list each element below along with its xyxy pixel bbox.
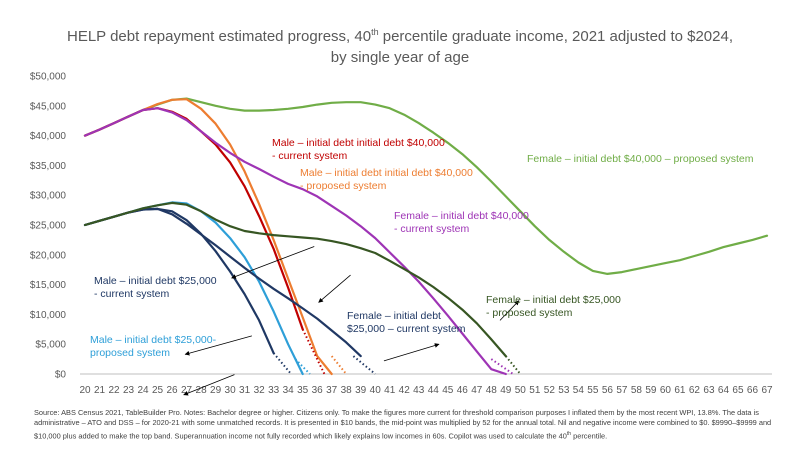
x-tick-label: 36 — [312, 385, 324, 396]
series-label-3: - current system — [272, 150, 348, 162]
x-tick-label: 49 — [500, 385, 512, 396]
x-tick-label: 67 — [761, 385, 773, 396]
x-tick-label: 30 — [225, 385, 237, 396]
x-tick-label: 66 — [747, 385, 759, 396]
annotation-arrow-2 — [318, 274, 351, 303]
annotation-arrow-4 — [183, 374, 235, 396]
annotation-arrow-5 — [383, 343, 440, 362]
series-dotted-2 — [330, 355, 347, 375]
x-tick-label: 24 — [137, 385, 149, 396]
y-tick-label: $0 — [55, 370, 67, 381]
x-tick-label: 50 — [515, 385, 527, 396]
series-dotted-4 — [490, 358, 514, 375]
series-label-8: Female – initial debt $25,000 — [486, 294, 621, 306]
series-label-7: Female – initial debt — [347, 310, 441, 322]
x-tick-label: 25 — [152, 385, 164, 396]
x-tick-label: 28 — [196, 385, 208, 396]
x-tick-label: 22 — [108, 385, 120, 396]
x-tick-label: 54 — [573, 385, 585, 396]
x-tick-label: 21 — [94, 385, 106, 396]
x-tick-label: 48 — [486, 385, 498, 396]
series-dotted-7 — [352, 355, 376, 375]
x-tick-label: 62 — [689, 385, 701, 396]
x-tick-label: 27 — [181, 385, 193, 396]
y-tick-label: $40,000 — [30, 131, 67, 142]
series-label-2: Male – initial debt initial debt $40,000 — [300, 167, 473, 179]
x-tick-label: 60 — [660, 385, 672, 396]
x-tick-label: 51 — [529, 385, 541, 396]
x-tick-label: 53 — [558, 385, 570, 396]
x-tick-label: 34 — [283, 385, 295, 396]
x-tick-label: 33 — [268, 385, 280, 396]
series-label-6: - current system — [94, 288, 170, 300]
series-label-5: proposed system — [90, 347, 170, 359]
x-tick-label: 42 — [399, 385, 411, 396]
x-tick-label: 55 — [587, 385, 599, 396]
x-tick-label: 61 — [674, 385, 686, 396]
series-label-4: Female – initial debt $40,000 — [394, 210, 529, 222]
y-tick-label: $50,000 — [30, 72, 67, 83]
x-tick-label: 38 — [341, 385, 353, 396]
x-tick-label: 26 — [167, 385, 179, 396]
x-tick-label: 47 — [471, 385, 483, 396]
annotation-arrow-6 — [499, 300, 520, 321]
series-label-2: - proposed system — [300, 180, 387, 192]
y-tick-label: $10,000 — [30, 310, 67, 321]
series-label-1: Female – initial debt $40,000 – proposed… — [527, 153, 754, 165]
chart-title: HELP debt repayment estimated progress, … — [67, 27, 733, 66]
y-tick-label: $5,000 — [35, 340, 66, 351]
x-tick-label: 32 — [254, 385, 266, 396]
x-tick-label: 31 — [239, 385, 251, 396]
annotation-arrow-3 — [184, 335, 252, 356]
series-label-6: Male – initial debt $25,000 — [94, 275, 217, 287]
series-dotted-3 — [301, 328, 326, 375]
y-tick-label: $35,000 — [30, 161, 67, 172]
series-line-8 — [83, 201, 507, 358]
x-tick-label: 43 — [413, 385, 425, 396]
source-note: Source: ABS Census 2021, TableBuilder Pr… — [34, 408, 772, 441]
series-line-4 — [83, 107, 507, 376]
series-dotted-5 — [294, 358, 311, 375]
series-label-7: $25,000 – current system — [347, 323, 466, 335]
x-tick-label: 23 — [123, 385, 135, 396]
x-tick-label: 44 — [428, 385, 440, 396]
y-tick-label: $30,000 — [30, 191, 67, 202]
series-line-1 — [83, 97, 769, 275]
x-tick-label: 40 — [370, 385, 382, 396]
series-label-8: - proposed system — [486, 307, 573, 319]
series-label-4: - current system — [394, 223, 470, 235]
y-tick-label: $45,000 — [30, 101, 67, 112]
x-tick-label: 65 — [732, 385, 744, 396]
x-tick-label: 58 — [631, 385, 643, 396]
x-tick-label: 46 — [457, 385, 469, 396]
series-dotted-6 — [272, 352, 292, 375]
y-tick-label: $15,000 — [30, 280, 67, 291]
x-tick-label: 20 — [79, 385, 91, 396]
x-tick-label: 52 — [544, 385, 556, 396]
x-tick-label: 45 — [442, 385, 454, 396]
x-tick-label: 64 — [718, 385, 730, 396]
x-tick-label: 41 — [384, 385, 396, 396]
x-tick-label: 63 — [703, 385, 715, 396]
annotation-arrow-1 — [231, 246, 315, 279]
x-tick-label: 35 — [297, 385, 309, 396]
series-label-5: Male – initial debt $25,000- — [90, 334, 217, 346]
x-tick-label: 56 — [602, 385, 614, 396]
y-tick-label: $25,000 — [30, 221, 67, 232]
y-tick-label: $20,000 — [30, 250, 67, 261]
x-tick-label: 59 — [645, 385, 657, 396]
x-tick-label: 37 — [326, 385, 338, 396]
x-tick-label: 39 — [355, 385, 367, 396]
x-tick-label: 57 — [616, 385, 628, 396]
series-label-3: Male – initial debt initial debt $40,000 — [272, 137, 445, 149]
x-tick-label: 29 — [210, 385, 222, 396]
